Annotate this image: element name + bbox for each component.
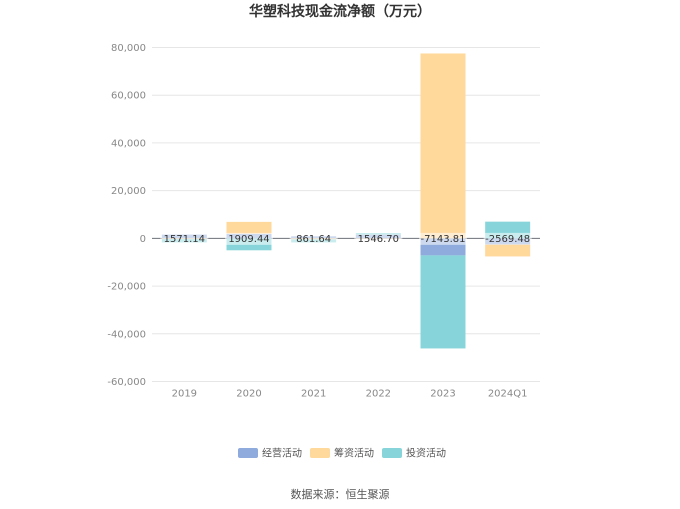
data-label-bg	[289, 232, 338, 245]
data-label-bg	[483, 232, 532, 245]
legend[interactable]: 经营活动 筹资活动 投资活动	[238, 447, 446, 460]
y-axis: 80,000 60,000 40,000 20,000 0 -20,000 -40,000 -…	[107, 43, 146, 388]
y-tick-label: 20,000	[111, 186, 146, 197]
data-labels: 1571.14 1909.44 861.64 1546.70 -7143.81 -2569…	[160, 232, 532, 245]
data-label: 861.64	[296, 234, 331, 245]
legend-swatch[interactable]	[238, 448, 258, 458]
bar-3-5[interactable]	[420, 255, 466, 349]
y-tick-label: 40,000	[111, 138, 146, 149]
legend-swatch[interactable]	[310, 448, 330, 458]
data-label-bg	[354, 232, 403, 245]
x-axis: 2019 2020 2021 2022 2023 2024Q1	[172, 389, 528, 400]
y-tick-label: 60,000	[111, 91, 146, 102]
x-tick-label: 2019	[172, 389, 197, 400]
data-label-bg	[419, 232, 467, 245]
data-label: -7143.81	[421, 234, 466, 245]
data-label-bg	[160, 232, 209, 245]
legend-item[interactable]: 投资活动	[406, 447, 446, 460]
grid	[152, 47, 540, 382]
data-label: 1909.44	[228, 234, 269, 245]
bar-2-5[interactable]	[420, 53, 466, 239]
x-tick-label: 2021	[301, 389, 326, 400]
chart-title: 华塑科技现金流净额（万元）	[249, 3, 431, 20]
x-tick-label: 2022	[366, 389, 391, 400]
bar-2-6[interactable]	[485, 244, 531, 257]
x-tick-label: 2024Q1	[488, 389, 528, 400]
bar-2-2[interactable]	[226, 221, 272, 234]
source-text: 数据来源：恒生聚源	[291, 487, 390, 501]
x-tick-label: 2020	[236, 389, 261, 400]
legend-item[interactable]: 经营活动	[262, 447, 302, 460]
y-tick-label: 0	[140, 234, 146, 245]
data-label-bg	[225, 232, 273, 245]
bars	[161, 53, 531, 349]
y-tick-label: -60,000	[107, 377, 146, 388]
y-tick-label: -40,000	[107, 329, 146, 340]
data-label: 1571.14	[164, 234, 205, 245]
data-label: 1546.70	[358, 234, 399, 245]
legend-item[interactable]: 筹资活动	[334, 447, 374, 460]
x-tick-label: 2023	[430, 389, 455, 400]
data-label: -2569.48	[485, 234, 530, 245]
legend-swatch[interactable]	[382, 448, 402, 458]
y-tick-label: 80,000	[111, 43, 146, 54]
y-tick-label: -20,000	[107, 282, 146, 293]
